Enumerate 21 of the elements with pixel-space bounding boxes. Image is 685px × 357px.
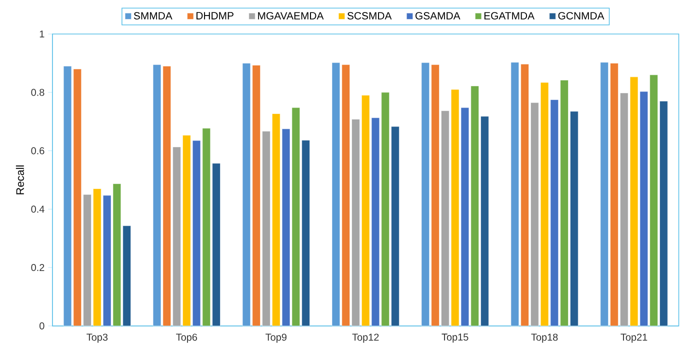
legend-label: MGAVAEMDA (258, 12, 324, 20)
legend-label: EGATMDA (484, 12, 535, 20)
x-tick-label: Top21 (620, 334, 648, 343)
legend-label: SMMDA (134, 12, 172, 20)
x-tick-label: Top6 (176, 334, 198, 343)
x-tick-label: Top15 (442, 334, 468, 343)
legend-label: SCSMDA (347, 12, 392, 20)
y-tick-label: 0.8 (31, 88, 44, 96)
y-axis-title: Recall (16, 165, 24, 194)
y-tick-label: 0.4 (31, 206, 44, 213)
x-tick-label: Top18 (531, 334, 558, 343)
y-tick-label: 1 (40, 30, 44, 38)
legend-label: GCNMDA (558, 12, 604, 20)
legend-label: DHDMP (196, 12, 234, 20)
legend-label: GSAMDA (416, 12, 460, 20)
y-tick-label: 0.6 (31, 147, 44, 154)
x-tick-label: Top12 (352, 334, 379, 343)
y-tick-label: 0.2 (31, 264, 44, 272)
y-tick-label: 0 (40, 322, 44, 330)
x-tick-label: Top3 (86, 334, 108, 343)
x-tick-label: Top9 (266, 334, 286, 343)
